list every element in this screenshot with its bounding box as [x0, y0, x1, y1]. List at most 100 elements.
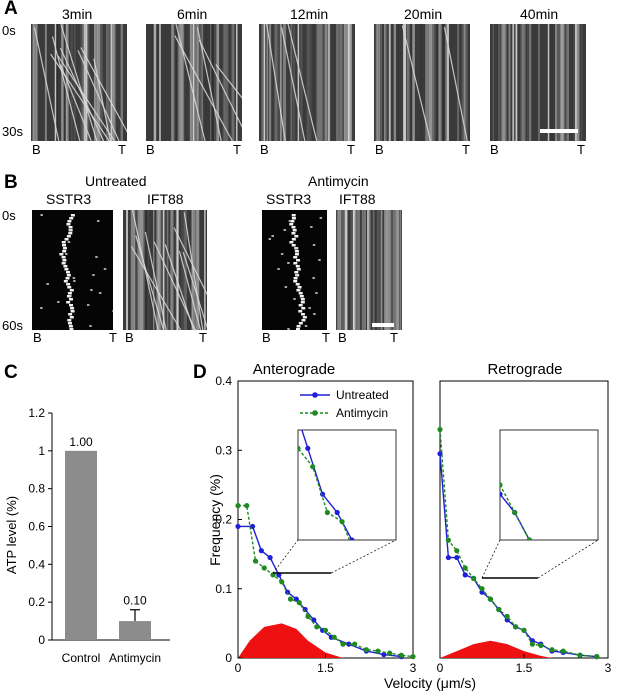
- inset-data-point: [542, 556, 547, 561]
- data-point-antimycin: [375, 648, 381, 654]
- data-point-antimycin: [305, 613, 311, 620]
- velocity-distribution-area: [440, 640, 552, 658]
- legend-label-antimycin: Antimycin: [336, 406, 388, 420]
- panel-c-letter: C: [4, 362, 18, 383]
- time-axis-start: 0s: [2, 23, 16, 38]
- data-point-antimycin: [521, 627, 527, 633]
- inset-data-point: [324, 509, 330, 516]
- zoom-guide: [272, 539, 299, 574]
- inset-data-point: [512, 509, 518, 516]
- tip-label: T: [390, 330, 398, 345]
- kymograph-untreated-ift88: [123, 210, 207, 330]
- y-tick-label: 0.4: [28, 557, 45, 571]
- inset-data-point: [556, 583, 561, 588]
- inset-data-point: [452, 644, 457, 649]
- panel-a-letter: A: [4, 0, 18, 19]
- kymograph-antimycin-ift88: [336, 210, 402, 330]
- data-point-antimycin: [296, 600, 302, 606]
- base-label: B: [338, 330, 347, 345]
- kymograph-antimycin-sstr3: [262, 210, 327, 330]
- time-label-3min: 3min: [62, 6, 93, 22]
- channel-label-sstr3: SSTR3: [46, 191, 92, 207]
- x-tick-label: 1.5: [317, 661, 334, 675]
- y-tick-label: 0.4: [215, 374, 232, 388]
- inset-data-point: [423, 629, 428, 634]
- panel-b-letter: B: [4, 172, 18, 193]
- data-point-untreated: [462, 572, 468, 578]
- series-line-antimycin: [439, 429, 597, 658]
- data-point-antimycin: [340, 641, 346, 647]
- y-axis-title: ATP level (%): [4, 496, 19, 574]
- y-tick-label: 0.2: [28, 595, 45, 609]
- legend: Untreated Antimycin: [300, 388, 389, 420]
- kymograph-3min: [31, 24, 127, 141]
- tip-label: T: [109, 330, 117, 345]
- data-point-untreated: [235, 523, 241, 530]
- chart-title-retrograde: Retrograde: [487, 361, 562, 378]
- category-label: Control: [62, 651, 101, 665]
- time-label-20min: 20min: [404, 6, 443, 22]
- zoom-guide: [481, 539, 501, 579]
- time-axis-end: 60s: [2, 318, 23, 333]
- atp-bar-chart: ATP level (%) 0 0.2 0.4 0.6 0.8 1 1.2 1.00 Contr…: [4, 406, 170, 665]
- data-point-antimycin: [496, 606, 502, 613]
- data-point-antimycin: [577, 652, 583, 658]
- data-point-antimycin: [471, 575, 477, 581]
- base-label: B: [125, 330, 134, 345]
- tip-label: T: [199, 330, 207, 345]
- inset-data-point: [571, 592, 576, 597]
- data-point-untreated: [346, 641, 352, 647]
- inset-data-point: [468, 446, 473, 451]
- zoom-inset: [499, 429, 599, 541]
- tip-label: T: [347, 142, 355, 157]
- bar-control: [65, 450, 97, 640]
- x-tick-label: 0: [235, 661, 242, 675]
- data-point-antimycin: [235, 503, 241, 509]
- inset-data-point: [364, 565, 369, 570]
- group-label-antimycin: Antimycin: [308, 173, 369, 189]
- inset-data-point: [369, 583, 374, 588]
- data-point-antimycin: [487, 596, 493, 602]
- base-label: B: [146, 142, 155, 157]
- inset-data-point: [542, 565, 547, 570]
- inset-data-point: [334, 509, 340, 516]
- data-point-antimycin: [538, 642, 544, 649]
- zoom-guide: [331, 539, 397, 574]
- inset-data-point: [384, 592, 389, 597]
- inset-data-point: [483, 455, 488, 460]
- kymograph-40min: [490, 24, 586, 141]
- tip-label: T: [233, 142, 241, 157]
- legend-marker-antimycin: [312, 410, 318, 416]
- data-point-antimycin: [454, 548, 460, 554]
- y-tick-label: 0.1: [215, 582, 232, 596]
- data-point-antimycin: [279, 579, 285, 585]
- x-tick-label: 3: [410, 661, 417, 675]
- inset-data-point: [319, 491, 326, 497]
- inset-data-point: [281, 427, 286, 432]
- data-point-antimycin: [387, 650, 393, 656]
- data-point-antimycin: [445, 537, 451, 543]
- inset-data-point: [305, 445, 311, 451]
- inset-data-point: [276, 382, 281, 387]
- zoom-guide: [537, 539, 599, 579]
- data-point-antimycin: [479, 586, 485, 592]
- inset-data-point: [310, 464, 316, 470]
- y-tick-label: 0.2: [215, 513, 232, 527]
- inset-data-point: [571, 592, 576, 597]
- kymograph-6min: [146, 24, 242, 141]
- legend-label-untreated: Untreated: [336, 388, 389, 402]
- data-point-antimycin: [529, 641, 535, 647]
- inset-data-point: [600, 633, 605, 638]
- base-label: B: [490, 142, 499, 157]
- data-point-untreated: [267, 554, 273, 561]
- data-point-antimycin: [331, 634, 337, 640]
- channel-label-ift88: IFT88: [339, 191, 376, 207]
- data-point-antimycin: [560, 648, 566, 654]
- data-point-antimycin: [352, 641, 358, 647]
- y-tick-label: 1: [38, 444, 45, 458]
- base-label: B: [260, 142, 269, 157]
- data-point-antimycin: [314, 624, 320, 630]
- inset-data-point: [586, 620, 591, 625]
- base-label: B: [375, 142, 384, 157]
- scale-bar: [540, 129, 578, 133]
